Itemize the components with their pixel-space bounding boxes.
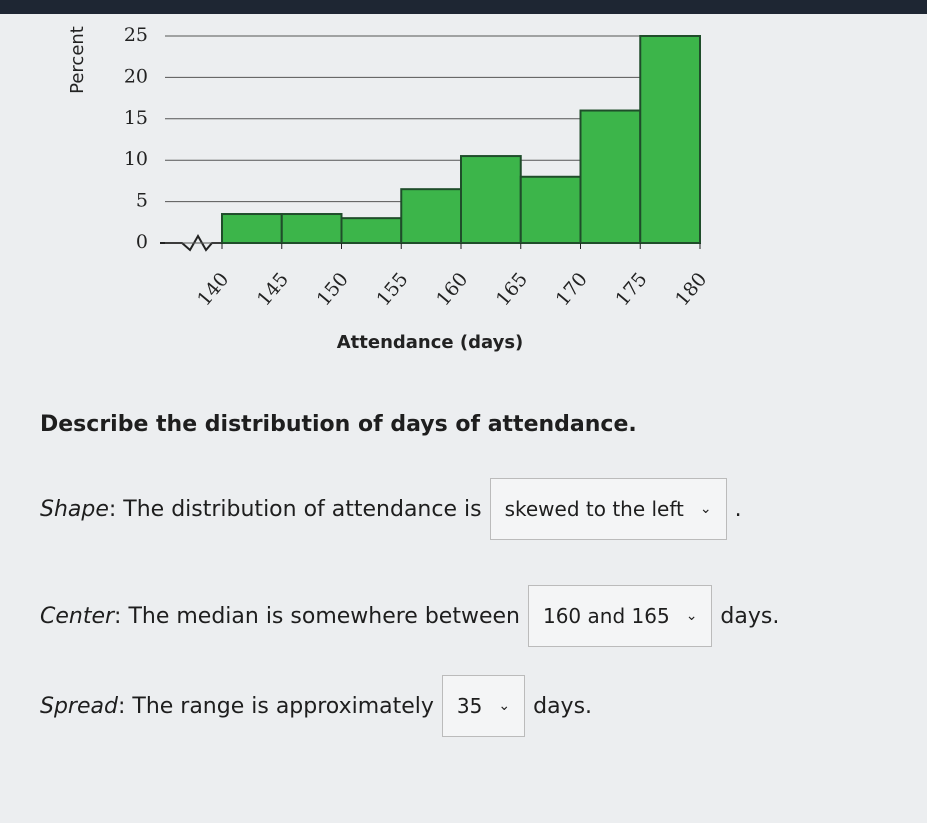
bar [460,155,522,244]
y-tick-label: 10 [124,148,148,170]
bar [340,217,403,245]
bar [579,109,642,244]
x-tick-label: 140 [193,268,233,310]
dropdown-chevron: ⌄ [685,608,698,624]
dropdown-value: 160 and 165 [542,604,670,628]
x-axis-label: Attendance (days) [337,332,524,353]
answer-text: : The distribution of attendance is [108,496,482,522]
answer-text: : The median is somewhere between [114,603,520,629]
x-tick-label: 170 [552,268,592,310]
answer-after: . [734,496,742,522]
dropdown-value: 35 [456,694,483,718]
y-tick-label: 0 [136,231,148,253]
bar [519,175,582,244]
bar [639,35,701,244]
y-axis-label: Percent [67,26,88,94]
screen-edge [0,0,927,14]
x-tick-label: 155 [372,268,412,310]
dropdown[interactable]: 160 and 165 ⌄ [527,585,713,647]
dropdown-chevron: ⌄ [699,501,712,517]
chart: Percent Attendance (days) 0 5 10 15 20 25 140 1… [0,0,927,353]
answer-after: days. [720,603,780,629]
dropdown-value: skewed to the left [504,497,684,521]
dropdown-chevron: ⌄ [498,698,511,714]
x-tick-label: 150 [313,268,353,310]
x-tick-label: 160 [432,268,472,310]
answer-text: : The range is approximately [117,693,434,719]
x-tick-label: 165 [492,268,532,310]
bar [280,213,343,245]
bar [221,213,283,245]
answer-label: Center [40,603,115,629]
answer-label: Spread [40,693,118,719]
answer-row: Shape: The distribution of attendance is… [40,478,742,540]
x-tick-label: 145 [253,268,293,310]
question: Describe the distribution of days of att… [40,412,637,437]
x-tick-label: 175 [611,268,651,310]
answer-row: Center: The median is somewhere between 1… [40,585,779,647]
bar [400,188,462,244]
y-tick-label: 20 [124,65,148,87]
dropdown[interactable]: 35 ⌄ [441,675,526,737]
dropdown[interactable]: skewed to the left ⌄ [489,478,727,540]
answer-after: days. [533,693,593,719]
y-tick-label: 5 [136,190,148,212]
answer-label: Shape [40,496,109,522]
y-tick-label: 15 [124,107,148,129]
x-tick-label: 180 [671,268,711,310]
y-tick-label: 25 [124,24,148,46]
answer-row: Spread: The range is approximately 35 ⌄ day… [40,675,592,737]
